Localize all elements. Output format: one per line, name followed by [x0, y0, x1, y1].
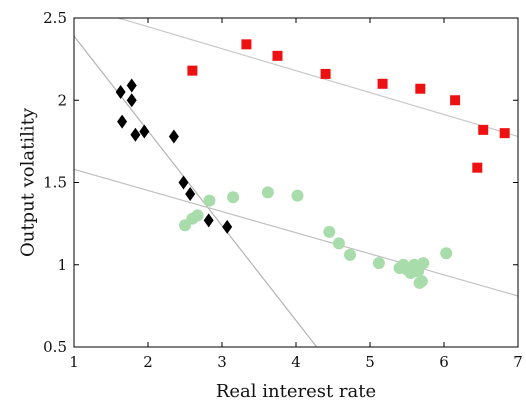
circle-point-4 — [203, 194, 216, 207]
circle-point-7 — [291, 189, 304, 202]
x-tick-label: 7 — [513, 353, 523, 371]
y-tick-label: 0.5 — [43, 338, 67, 356]
diamond-point-1 — [115, 85, 126, 100]
plot-frame — [73, 17, 519, 348]
x-axis-label: Real interest rate — [216, 381, 376, 402]
diamond-point-3 — [126, 93, 137, 108]
fit-line-1 — [118, 18, 518, 138]
x-tick-label: 3 — [217, 353, 227, 371]
circle-point-3 — [191, 209, 204, 222]
square-point-10 — [499, 128, 510, 139]
diamond-point-4 — [117, 114, 128, 129]
x-tick-label: 6 — [439, 353, 449, 371]
axis-ticks: 1 2 3 4 5 6 70.511.522.5 — [43, 9, 523, 371]
square-point-7 — [450, 95, 461, 106]
y-tick-label: 2 — [57, 91, 67, 109]
x-tick-label: 5 — [365, 353, 375, 371]
x-tick-label: 2 — [143, 353, 153, 371]
diamond-point-2 — [126, 78, 137, 93]
fit-line-2 — [74, 35, 318, 347]
square-point-1 — [187, 65, 198, 76]
circle-point-21 — [440, 247, 453, 260]
fit-line-3 — [74, 168, 518, 297]
x-tick-label: 1 — [69, 353, 79, 371]
square-point-3 — [272, 50, 283, 61]
circle-point-20 — [417, 257, 430, 270]
diamond-point-6 — [139, 124, 150, 139]
diamond-point-10 — [203, 213, 214, 228]
circle-point-11 — [372, 257, 385, 270]
fit-lines — [74, 18, 518, 347]
diamond-point-11 — [222, 219, 233, 234]
circle-point-6 — [261, 186, 274, 199]
y-tick-label: 2.5 — [43, 9, 67, 27]
y-axis-label: Output volatility — [17, 107, 38, 257]
circle-point-5 — [227, 191, 240, 204]
square-point-6 — [415, 83, 426, 94]
square-point-5 — [377, 78, 388, 89]
circle-point-8 — [323, 225, 336, 238]
circle-point-19 — [415, 275, 428, 288]
square-point-2 — [241, 39, 252, 50]
y-tick-label: 1.5 — [43, 174, 67, 192]
square-point-8 — [472, 162, 483, 173]
diamond-point-7 — [168, 129, 179, 144]
diamond-point-8 — [178, 175, 189, 190]
data-points — [115, 39, 510, 289]
square-point-9 — [478, 124, 489, 135]
y-tick-label: 1 — [57, 256, 67, 274]
square-point-4 — [320, 68, 331, 79]
circle-point-10 — [344, 248, 357, 261]
circle-point-9 — [332, 237, 345, 250]
diamond-point-5 — [130, 127, 141, 142]
diamond-point-9 — [185, 187, 196, 202]
x-tick-label: 4 — [291, 353, 301, 371]
